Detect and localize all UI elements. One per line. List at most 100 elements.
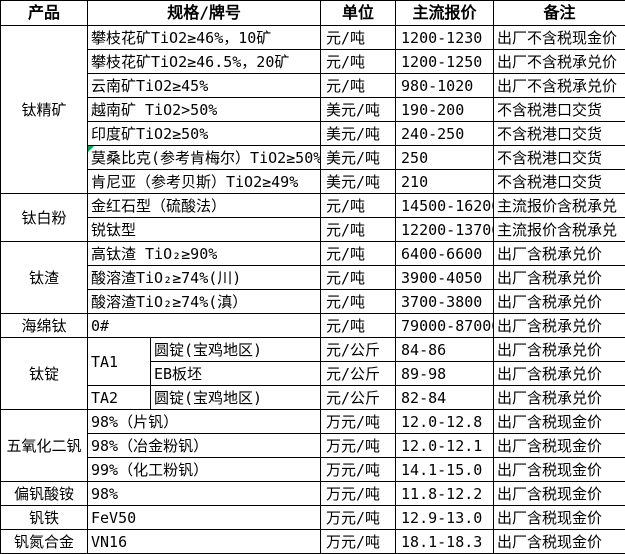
- price-cell[interactable]: 18.1-18.3: [396, 530, 494, 554]
- price-cell[interactable]: 79000-87000: [396, 314, 494, 338]
- unit-cell[interactable]: 元/吨: [321, 74, 396, 98]
- header-unit[interactable]: 单位: [321, 1, 396, 26]
- note-cell[interactable]: 出厂含税承兑价: [494, 386, 625, 410]
- unit-cell[interactable]: 万元/吨: [321, 482, 396, 506]
- note-cell[interactable]: 出厂含税现金价: [494, 530, 625, 554]
- grade-cell[interactable]: TA2: [88, 386, 151, 410]
- price-cell[interactable]: 3900-4050: [396, 266, 494, 290]
- spec-cell[interactable]: 越南矿 TiO2>50%: [88, 98, 321, 122]
- spec-cell[interactable]: 98%（片钒）: [88, 410, 321, 434]
- note-cell[interactable]: 出厂含税承兑价: [494, 362, 625, 386]
- unit-cell[interactable]: 元/吨: [321, 266, 396, 290]
- unit-cell[interactable]: 万元/吨: [321, 434, 396, 458]
- spec-cell[interactable]: 金红石型（硫酸法）: [88, 194, 321, 218]
- spec-cell[interactable]: 酸溶渣TiO₂≥74%(滇）: [88, 290, 321, 314]
- header-spec[interactable]: 规格/牌号: [88, 1, 321, 26]
- price-cell[interactable]: 12.0-12.8: [396, 410, 494, 434]
- spec-cell[interactable]: 攀枝花矿TiO2≥46%，10矿: [88, 26, 321, 50]
- product-cell[interactable]: 钒铁: [1, 506, 88, 530]
- note-cell[interactable]: 不含税港口交货: [494, 146, 625, 170]
- note-cell[interactable]: 出厂含税承兑价: [494, 314, 625, 338]
- spec-cell[interactable]: 98%: [88, 482, 321, 506]
- spec-cell[interactable]: 锐钛型: [88, 218, 321, 242]
- note-cell[interactable]: 主流报价含税承兑: [494, 194, 625, 218]
- spec-cell[interactable]: 圆锭(宝鸡地区): [151, 386, 321, 410]
- price-cell[interactable]: 210: [396, 170, 494, 194]
- unit-cell[interactable]: 万元/吨: [321, 410, 396, 434]
- price-cell[interactable]: 190-200: [396, 98, 494, 122]
- price-cell[interactable]: 12.9-13.0: [396, 506, 494, 530]
- unit-cell[interactable]: 万元/吨: [321, 530, 396, 554]
- spec-cell[interactable]: 圆锭(宝鸡地区): [151, 338, 321, 362]
- price-cell[interactable]: 84-86: [396, 338, 494, 362]
- spec-cell[interactable]: 莫桑比克(参考肯梅尔）TiO2≥50%: [88, 146, 321, 170]
- price-cell[interactable]: 14.1-15.0: [396, 458, 494, 482]
- product-cell[interactable]: 五氧化二钒: [1, 410, 88, 482]
- header-note[interactable]: 备注: [494, 1, 625, 26]
- unit-cell[interactable]: 元/公斤: [321, 338, 396, 362]
- price-cell[interactable]: 980-1020: [396, 74, 494, 98]
- spec-cell[interactable]: 酸溶渣TiO₂≥74%(川): [88, 266, 321, 290]
- unit-cell[interactable]: 元/吨: [321, 314, 396, 338]
- product-cell[interactable]: 钛渣: [1, 242, 88, 314]
- note-cell[interactable]: 出厂含税现金价: [494, 482, 625, 506]
- spec-cell[interactable]: 99%（化工粉钒）: [88, 458, 321, 482]
- price-cell[interactable]: 250: [396, 146, 494, 170]
- unit-cell[interactable]: 美元/吨: [321, 170, 396, 194]
- grade-cell[interactable]: TA1: [88, 338, 151, 386]
- note-cell[interactable]: 出厂含税承兑价: [494, 242, 625, 266]
- spec-cell[interactable]: 0#: [88, 314, 321, 338]
- spec-cell[interactable]: 印度矿TiO2≥50%: [88, 122, 321, 146]
- price-cell[interactable]: 89-98: [396, 362, 494, 386]
- note-cell[interactable]: 出厂不含税承兑价: [494, 50, 625, 74]
- product-cell[interactable]: 钛精矿: [1, 26, 88, 194]
- price-cell[interactable]: 240-250: [396, 122, 494, 146]
- unit-cell[interactable]: 美元/吨: [321, 122, 396, 146]
- unit-cell[interactable]: 元/吨: [321, 50, 396, 74]
- header-product[interactable]: 产品: [1, 1, 88, 26]
- product-cell[interactable]: 钛锭: [1, 338, 88, 410]
- price-cell[interactable]: 12.0-12.1: [396, 434, 494, 458]
- product-cell[interactable]: 偏钒酸铵: [1, 482, 88, 506]
- price-cell[interactable]: 11.8-12.2: [396, 482, 494, 506]
- note-cell[interactable]: 出厂含税现金价: [494, 506, 625, 530]
- note-cell[interactable]: 主流报价含税承兑: [494, 218, 625, 242]
- unit-cell[interactable]: 万元/吨: [321, 458, 396, 482]
- note-cell[interactable]: 不含税港口交货: [494, 98, 625, 122]
- price-cell[interactable]: 14500-16200: [396, 194, 494, 218]
- product-cell[interactable]: 钛白粉: [1, 194, 88, 242]
- unit-cell[interactable]: 元/吨: [321, 242, 396, 266]
- price-cell[interactable]: 3700-3800: [396, 290, 494, 314]
- header-price[interactable]: 主流报价: [396, 1, 494, 26]
- note-cell[interactable]: 出厂含税承兑价: [494, 338, 625, 362]
- unit-cell[interactable]: 元/吨: [321, 290, 396, 314]
- note-cell[interactable]: 不含税港口交货: [494, 170, 625, 194]
- note-cell[interactable]: 出厂含税承兑价: [494, 290, 625, 314]
- note-cell[interactable]: 出厂含税现金价: [494, 410, 625, 434]
- spec-cell[interactable]: EB板坯: [151, 362, 321, 386]
- spec-cell[interactable]: 攀枝花矿TiO2≥46.5%，20矿: [88, 50, 321, 74]
- unit-cell[interactable]: 万元/吨: [321, 506, 396, 530]
- note-cell[interactable]: 出厂不含税现金价: [494, 26, 625, 50]
- product-cell[interactable]: 钒氮合金: [1, 530, 88, 554]
- unit-cell[interactable]: 美元/吨: [321, 98, 396, 122]
- spec-cell[interactable]: 云南矿TiO2≥45%: [88, 74, 321, 98]
- note-cell[interactable]: 出厂含税现金价: [494, 434, 625, 458]
- unit-cell[interactable]: 元/公斤: [321, 386, 396, 410]
- spec-cell[interactable]: 高钛渣 TiO₂≥90%: [88, 242, 321, 266]
- note-cell[interactable]: 出厂不含税承兑价: [494, 74, 625, 98]
- note-cell[interactable]: 不含税港口交货: [494, 122, 625, 146]
- price-cell[interactable]: 1200-1230: [396, 26, 494, 50]
- price-cell[interactable]: 6400-6600: [396, 242, 494, 266]
- unit-cell[interactable]: 元/吨: [321, 218, 396, 242]
- unit-cell[interactable]: 美元/吨: [321, 146, 396, 170]
- spec-cell[interactable]: 肯尼亚（参考贝斯）TiO2≥49%: [88, 170, 321, 194]
- spec-cell[interactable]: VN16: [88, 530, 321, 554]
- unit-cell[interactable]: 元/公斤: [321, 362, 396, 386]
- price-cell[interactable]: 82-84: [396, 386, 494, 410]
- spec-cell[interactable]: 98%（冶金粉钒）: [88, 434, 321, 458]
- price-cell[interactable]: 1200-1250: [396, 50, 494, 74]
- unit-cell[interactable]: 元/吨: [321, 26, 396, 50]
- unit-cell[interactable]: 元/吨: [321, 194, 396, 218]
- spec-cell[interactable]: FeV50: [88, 506, 321, 530]
